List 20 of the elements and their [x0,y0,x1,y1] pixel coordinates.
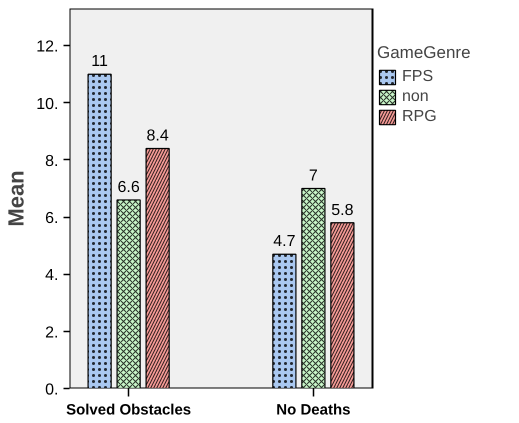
y-tick-label: 12. [36,38,59,56]
legend-label: RPG [402,108,437,126]
data-label: 7 [308,168,318,184]
x-tick-label: No Deaths [276,402,350,418]
data-label: 4.7 [273,233,296,250]
y-axis-title: Mean [3,170,28,227]
y-tick-label: 0. [45,382,58,398]
y-tick-label: 2. [45,324,58,342]
y-tick-label: 6. [45,210,58,228]
legend-label: FPS [402,68,434,86]
legend-title: GameGenre [377,43,471,63]
data-label: 11 [91,53,108,70]
data-label: 6.6 [118,178,140,196]
y-tick-label: 10. [36,96,59,113]
data-label: 8.4 [146,128,169,144]
y-tick-label: 8. [45,152,58,170]
y-tick-label: 4. [45,267,58,284]
data-label: 5.8 [331,202,354,219]
x-tick-label: Solved Obstacles [66,402,192,418]
legend-label: non [402,88,429,106]
